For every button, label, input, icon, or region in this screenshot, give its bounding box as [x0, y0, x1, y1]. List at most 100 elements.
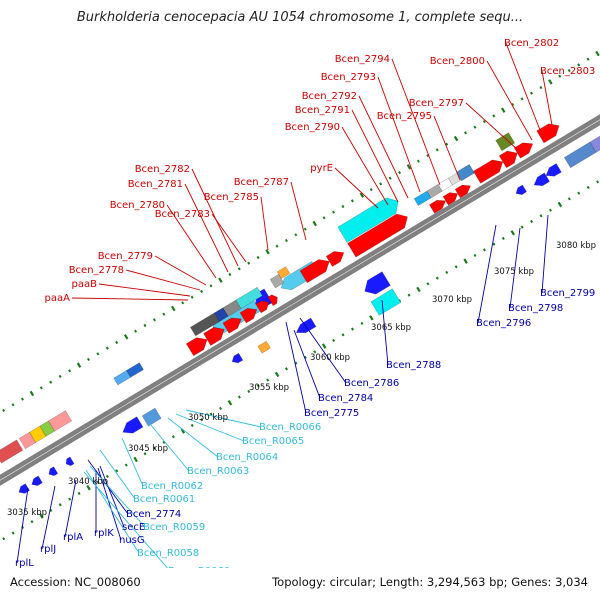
- tick-mark: [143, 323, 147, 328]
- reverse-gene-label: Bcen_2775: [304, 408, 359, 419]
- tick-mark: [416, 159, 420, 163]
- gene-block: [536, 123, 560, 144]
- forward-gene-label: Bcen_2802: [504, 38, 559, 49]
- tick-mark: [453, 135, 459, 142]
- scale-tick-label: 3065 kbp: [371, 323, 411, 333]
- tick-mark: [482, 248, 486, 252]
- leader-line: [87, 459, 129, 515]
- tick-mark: [567, 197, 571, 201]
- tick-mark: [123, 334, 129, 340]
- tick-mark: [227, 400, 233, 406]
- tick-mark: [237, 395, 241, 399]
- leader-line: [260, 196, 269, 251]
- tick-mark: [96, 352, 100, 356]
- gene-block: [589, 135, 600, 153]
- forward-gene-label: Bcen_2790: [285, 122, 340, 133]
- tick-mark: [492, 242, 496, 246]
- reverse-gene-label: rplA: [63, 532, 83, 543]
- rna-gene-label: Bcen_R0063: [187, 466, 249, 477]
- tick-mark: [275, 244, 279, 248]
- leader-line: [97, 467, 122, 541]
- tick-mark: [557, 201, 563, 208]
- tick-mark: [463, 258, 468, 264]
- tick-mark: [20, 397, 24, 401]
- tick-mark: [341, 204, 345, 209]
- tick-mark: [39, 513, 44, 519]
- tick-mark: [586, 185, 590, 190]
- tick-mark: [49, 380, 53, 384]
- tick-mark: [266, 378, 270, 382]
- leader-line: [16, 487, 29, 564]
- tick-mark: [501, 236, 505, 241]
- tick-mark: [29, 390, 35, 397]
- tick-mark: [76, 362, 82, 368]
- gene-block: [428, 199, 447, 214]
- scale-tick-label: 3045 kbp: [128, 444, 168, 454]
- tick-mark: [473, 125, 477, 129]
- forward-gene-label: Bcen_2778: [69, 265, 124, 276]
- tick-mark: [115, 340, 119, 345]
- tick-mark: [77, 491, 81, 495]
- gene-block: [295, 317, 317, 334]
- gene-block: [239, 307, 258, 324]
- forward-gene-label: Bcen_2783: [155, 209, 210, 220]
- leader-line: [391, 58, 441, 186]
- leader-line: [377, 76, 421, 193]
- tick-mark: [133, 456, 138, 463]
- tick-mark: [312, 220, 317, 227]
- leader-line: [167, 417, 219, 458]
- leader-line: [381, 299, 389, 366]
- tick-mark: [350, 199, 354, 203]
- tick-mark: [473, 253, 477, 258]
- tick-mark: [388, 176, 392, 180]
- tick-mark: [464, 131, 468, 135]
- gene-block: [347, 213, 408, 258]
- tick-mark: [237, 267, 241, 271]
- forward-gene-label: Bcen_2785: [204, 192, 259, 203]
- reverse-gene-label: Bcen_2788: [386, 360, 441, 371]
- scale-tick-label: 3060 kbp: [310, 353, 350, 363]
- forward-gene-label: Bcen_2779: [98, 251, 153, 262]
- leader-line: [149, 423, 190, 472]
- tick-mark: [200, 289, 204, 294]
- tick-mark: [68, 369, 72, 373]
- leader-line: [166, 204, 217, 279]
- gene-block: [364, 271, 391, 295]
- backbone-strand-2: [0, 120, 600, 486]
- tick-mark: [171, 305, 176, 312]
- forward-gene-label: paaA: [45, 293, 71, 304]
- tick-mark: [218, 277, 223, 283]
- leader-line: [290, 181, 307, 241]
- tick-mark: [369, 315, 374, 321]
- rna-gene-label: Bcen_R0065: [242, 436, 304, 447]
- gene-block: [48, 466, 59, 477]
- tick-mark: [492, 114, 496, 118]
- backbone-layer: [0, 114, 600, 486]
- tick-mark: [482, 119, 486, 124]
- tick-mark: [247, 389, 251, 394]
- tick-mark: [190, 423, 194, 428]
- tick-mark: [445, 270, 449, 275]
- leader-line: [293, 329, 321, 399]
- tick-mark: [501, 107, 506, 113]
- reverse-gene-label: Bcen_2798: [508, 303, 563, 314]
- scale-tick-label: 3050 kbp: [188, 413, 228, 423]
- rna-gene-label: Bcen_R0062: [141, 481, 203, 492]
- tick-mark: [510, 230, 515, 236]
- reverse-gene-label: Bcen_2784: [318, 393, 373, 404]
- tick-mark: [303, 355, 307, 360]
- leader-line: [477, 224, 497, 324]
- tick-mark: [596, 180, 600, 184]
- gene-block: [235, 286, 263, 310]
- tick-mark: [256, 255, 260, 260]
- leader-line: [71, 297, 189, 301]
- leader-line: [351, 109, 399, 203]
- tick-mark: [256, 384, 260, 388]
- gene-block: [231, 352, 244, 364]
- forward-gene-label: Bcen_2780: [110, 200, 165, 211]
- leader-line: [41, 485, 56, 550]
- backbone-strand-1: [0, 114, 600, 480]
- forward-gene-label: Bcen_2795: [377, 111, 432, 122]
